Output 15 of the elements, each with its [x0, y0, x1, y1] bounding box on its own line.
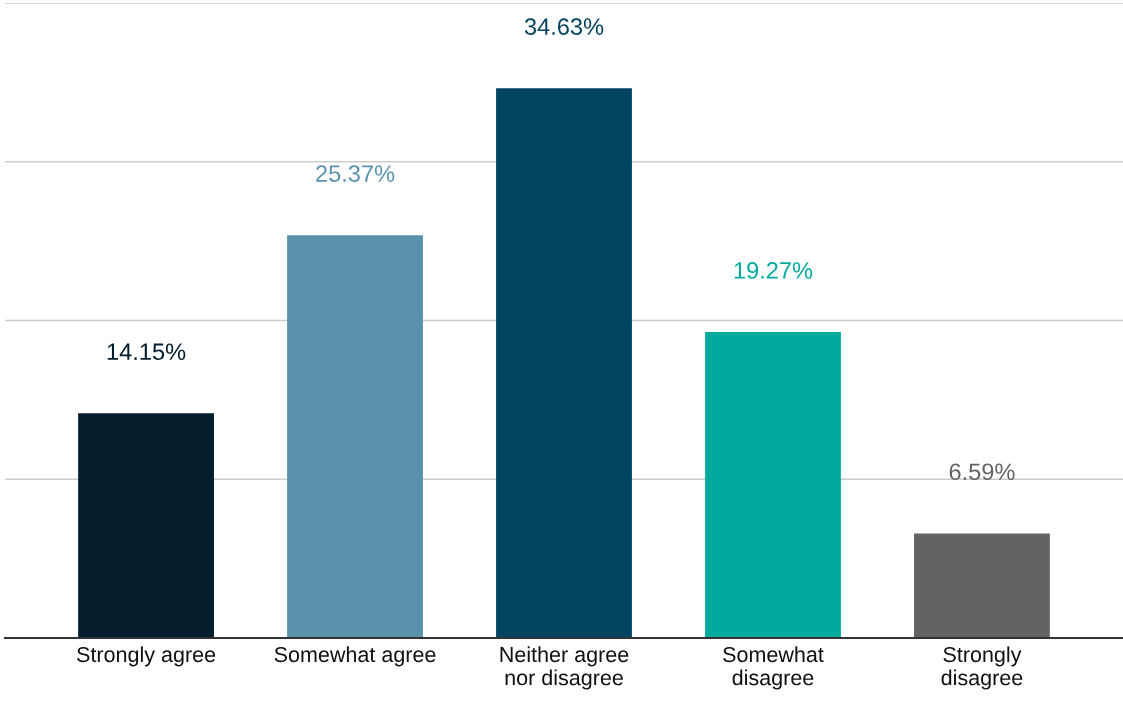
x-tick-label: Strongly agree [77, 646, 216, 667]
x-tick-label: Strongly disagree [941, 646, 1023, 690]
data-label: 34.63% [524, 18, 604, 35]
bar [705, 332, 841, 638]
x-tick-label: Somewhat agree [274, 646, 436, 667]
bar [914, 533, 1050, 638]
x-tick-label: Neither agree nor disagree [500, 646, 629, 690]
data-label: 6.59% [949, 463, 1015, 481]
bar [78, 413, 214, 638]
data-label: 25.37% [316, 165, 395, 182]
data-label: 14.15% [107, 343, 186, 361]
data-label: 19.27% [734, 262, 813, 279]
bar [496, 88, 632, 638]
x-tick-label: Somewhat disagree [723, 646, 824, 690]
bar [287, 235, 423, 638]
